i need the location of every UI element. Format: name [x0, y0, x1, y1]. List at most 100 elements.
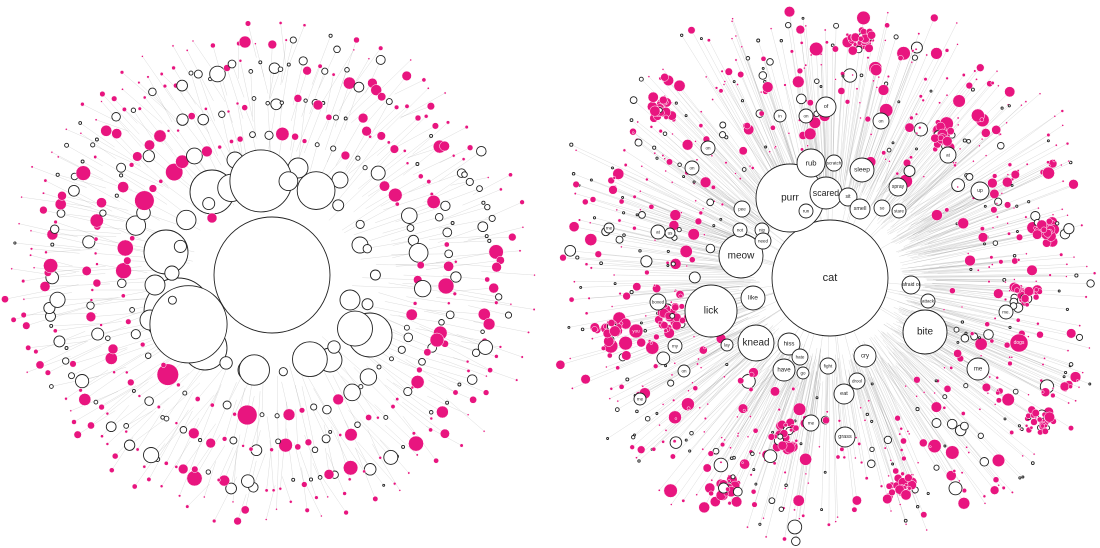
- right-white-node: [819, 85, 823, 88]
- left-pink-node: [338, 433, 343, 437]
- left-pink-node: [44, 250, 48, 255]
- left-edge: [96, 276, 156, 284]
- word-label-not: not: [737, 228, 744, 233]
- word-node-hate: [791, 348, 809, 366]
- right-pink-node: [885, 482, 893, 490]
- left-edge: [54, 229, 122, 234]
- right-edge: [834, 90, 842, 197]
- right-pink-node: [777, 440, 788, 451]
- right-edge: [875, 357, 909, 432]
- left-white-node: [176, 113, 189, 126]
- right-edge: [687, 350, 757, 405]
- right-edge: [895, 184, 1075, 253]
- left-edge: [122, 89, 163, 124]
- left-white-node: [401, 444, 406, 449]
- right-edge: [816, 383, 821, 398]
- left-edge: [82, 104, 116, 121]
- left-edge: [250, 413, 262, 450]
- left-pink-node: [278, 438, 293, 453]
- word-label-boxed: boxed: [652, 300, 665, 305]
- left-white-node: [275, 438, 281, 445]
- right-pink-node: [1023, 286, 1034, 297]
- right-edge: [930, 288, 1006, 300]
- left-pink-node: [466, 413, 470, 416]
- right-white-node: [1003, 417, 1007, 421]
- right-pink-node: [639, 189, 642, 193]
- right-white-node: [942, 394, 948, 400]
- left-pink-node: [389, 144, 399, 154]
- right-edge: [660, 130, 749, 207]
- right-pink-node: [859, 460, 864, 465]
- left-white-node: [415, 162, 420, 166]
- left-white-node: [321, 67, 329, 75]
- right-pink-node: [957, 497, 971, 510]
- left-pink-node: [89, 213, 104, 228]
- right-edge: [862, 369, 889, 440]
- right-pink-node: [1024, 215, 1028, 219]
- left-edge: [276, 375, 278, 416]
- left-pink-node: [409, 58, 412, 62]
- left-edge: [60, 204, 128, 220]
- right-pink-node: [877, 75, 881, 79]
- left-pink-node: [361, 126, 372, 137]
- right-pink-node: [632, 282, 642, 292]
- right-pink-node: [1048, 273, 1052, 277]
- left-edge: [327, 118, 346, 163]
- right-white-node: [634, 138, 643, 147]
- right-pink-node: [702, 463, 712, 473]
- left-pink-node: [160, 362, 167, 368]
- right-pink-node: [632, 194, 637, 199]
- right-pink-node: [731, 496, 743, 508]
- left-edge: [386, 88, 429, 131]
- right-pink-node: [944, 48, 950, 53]
- right-white-node: [977, 432, 984, 439]
- right-pink-node: [997, 483, 1000, 487]
- left-edge: [121, 72, 167, 111]
- right-edge: [906, 163, 1053, 239]
- right-pink-node: [649, 341, 653, 345]
- left-pink-node: [78, 388, 83, 393]
- left-pink-node: [137, 81, 141, 85]
- left-white-node: [94, 137, 99, 142]
- right-edge: [658, 109, 763, 212]
- right-edge: [907, 301, 1090, 349]
- right-pink-node: [1072, 255, 1076, 259]
- left-pink-node: [99, 90, 106, 98]
- right-pink-node: [637, 445, 646, 454]
- right-edge: [740, 74, 786, 180]
- right-white-node: [629, 96, 638, 104]
- left-pink-node: [508, 232, 517, 242]
- left-pink-node: [87, 421, 95, 430]
- right-white-node: [571, 172, 576, 176]
- left-white-node: [361, 298, 374, 311]
- left-white-node: [477, 339, 493, 355]
- left-white-node: [209, 65, 226, 83]
- right-white-node: [787, 519, 803, 535]
- word-node-eat: [833, 383, 855, 405]
- right-white-node: [784, 483, 788, 488]
- left-edge: [365, 59, 381, 94]
- right-pink-node: [750, 166, 755, 170]
- right-white-node: [865, 412, 869, 417]
- left-white-node: [182, 390, 188, 396]
- right-pink-node: [1068, 425, 1074, 432]
- left-edge: [162, 382, 201, 418]
- right-white-node: [883, 435, 893, 445]
- left-pink-node: [445, 120, 451, 125]
- right-pink-node: [909, 155, 913, 160]
- right-pink-node: [774, 145, 777, 148]
- right-edge: [911, 242, 996, 259]
- right-pink-node: [1001, 393, 1015, 407]
- left-white-node: [465, 177, 474, 186]
- left-edge: [131, 164, 169, 189]
- left-edge: [438, 151, 482, 182]
- left-white-node: [286, 62, 291, 67]
- left-edge: [91, 299, 148, 301]
- word-node-lick: [684, 284, 738, 338]
- left-edge: [412, 155, 454, 175]
- right-pink-node: [979, 226, 985, 232]
- left-edge: [378, 292, 416, 304]
- right-edge: [821, 48, 828, 199]
- left-edge: [322, 478, 347, 513]
- right-edge: [895, 362, 918, 380]
